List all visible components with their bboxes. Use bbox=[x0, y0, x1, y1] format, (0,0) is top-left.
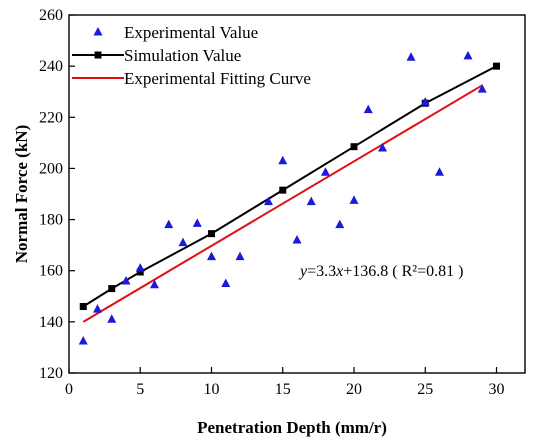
experimental-point bbox=[292, 235, 302, 244]
experimental-point bbox=[121, 275, 131, 285]
y-tick-label: 120 bbox=[39, 365, 63, 382]
experimental-point bbox=[420, 96, 430, 106]
y-tick-label: 260 bbox=[39, 7, 63, 24]
x-tick-label: 20 bbox=[346, 381, 362, 398]
experimental-point bbox=[235, 251, 245, 261]
x-tick-label: 0 bbox=[65, 381, 73, 398]
y-axis-title: Normal Force (kN) bbox=[12, 125, 31, 263]
y-tick-label: 240 bbox=[39, 58, 63, 75]
legend-marker-experimental bbox=[93, 27, 103, 36]
experimental-point bbox=[349, 195, 359, 204]
legend-label: Experimental Value bbox=[124, 23, 258, 42]
x-tick-label: 5 bbox=[136, 381, 144, 398]
experimental-point bbox=[264, 196, 273, 206]
simulation-point bbox=[208, 230, 215, 238]
experimental-point bbox=[278, 155, 288, 165]
experimental-point bbox=[306, 196, 316, 206]
x-axis-title: Penetration Depth (mm/r) bbox=[197, 418, 387, 437]
experimental-point bbox=[335, 219, 345, 229]
experimental-point bbox=[207, 251, 216, 261]
simulation-line bbox=[82, 65, 497, 308]
y-tick-label: 180 bbox=[39, 212, 63, 229]
experimental-point bbox=[363, 104, 373, 114]
experimental-point bbox=[107, 314, 117, 323]
experimental-point bbox=[435, 167, 444, 176]
x-tick-label: 30 bbox=[489, 381, 505, 398]
x-tick-label: 15 bbox=[275, 381, 291, 398]
y-tick-label: 200 bbox=[39, 160, 63, 177]
y-tick-label: 220 bbox=[39, 109, 63, 126]
fit-equation: y=3.3x+136.8 ( R²=0.81 ) bbox=[298, 263, 463, 280]
legend-label: Simulation Value bbox=[124, 46, 241, 65]
legend-marker-simulation bbox=[94, 51, 102, 59]
y-tick-label: 140 bbox=[39, 314, 63, 331]
equation-y-var: y bbox=[298, 263, 308, 280]
experimental-point bbox=[463, 50, 473, 60]
equation-x-var: x bbox=[335, 263, 343, 280]
experimental-point bbox=[406, 52, 416, 61]
equation-middle: =3.3 bbox=[307, 263, 336, 280]
simulation-point bbox=[350, 143, 358, 151]
experimental-point bbox=[477, 84, 487, 93]
experimental-point bbox=[78, 336, 88, 345]
plot-frame bbox=[68, 14, 526, 374]
simulation-point bbox=[79, 303, 87, 311]
experimental-point bbox=[135, 263, 145, 272]
series-layer bbox=[78, 50, 500, 345]
experimental-point bbox=[178, 237, 188, 247]
equation-tail: +136.8 ( R²=0.81 ) bbox=[343, 263, 463, 280]
experimental-point bbox=[192, 218, 202, 227]
experimental-point bbox=[221, 278, 231, 287]
experimental-point bbox=[164, 219, 174, 229]
x-tick-label: 10 bbox=[204, 381, 220, 398]
y-tick-label: 160 bbox=[39, 263, 63, 280]
simulation-point bbox=[108, 285, 116, 293]
simulation-point bbox=[279, 186, 287, 194]
fitting-curve bbox=[82, 84, 483, 323]
experimental-point bbox=[378, 142, 387, 152]
simulation-point bbox=[136, 268, 144, 276]
simulation-point bbox=[493, 62, 500, 70]
experimental-point bbox=[321, 167, 330, 176]
legend: Experimental Value Simulation Value Experi… bbox=[72, 23, 311, 88]
x-tick-label: 25 bbox=[417, 381, 433, 398]
legend-label: Experimental Fitting Curve bbox=[124, 69, 311, 88]
experimental-point bbox=[93, 304, 102, 313]
axes-layer: 0 5 10 15 20 25 30 120 140 160 180 200 220 240 260 bbox=[39, 7, 526, 398]
experimental-point bbox=[150, 279, 159, 289]
